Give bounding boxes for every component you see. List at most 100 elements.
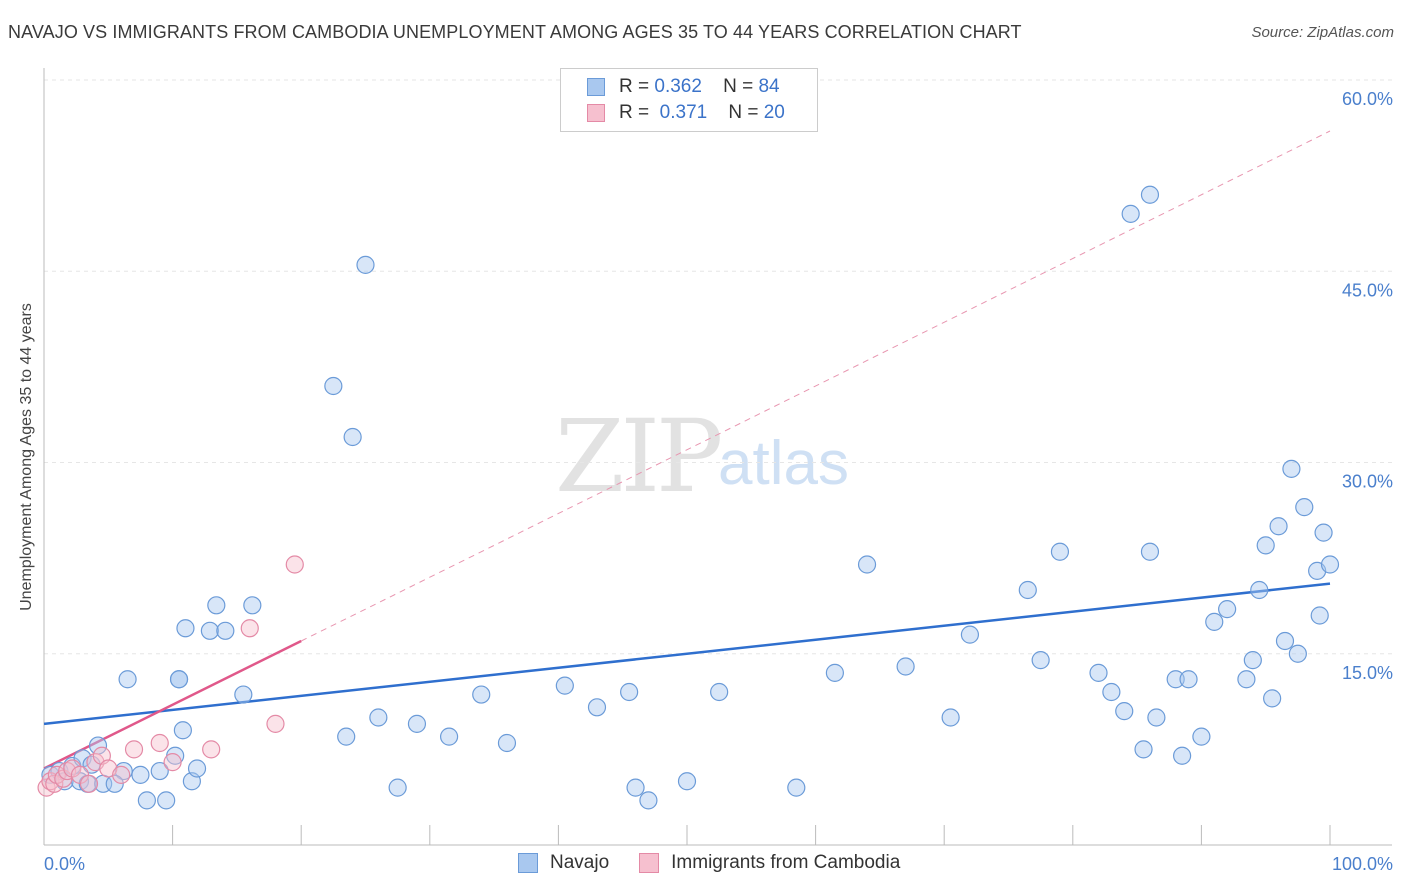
- navajo-legend-swatch: [518, 853, 538, 873]
- navajo-point: [1218, 600, 1237, 619]
- navajo-legend-label: Navajo: [550, 852, 610, 873]
- navajo-point: [439, 727, 459, 746]
- navajo-point: [1050, 542, 1070, 561]
- legend-r-value: 0.362: [654, 76, 702, 97]
- navajo-point: [1089, 663, 1108, 682]
- legend-n-label: N =: [728, 102, 759, 123]
- watermark-atlas: atlas: [718, 429, 849, 498]
- tick-labels: 15.0% 30.0% 45.0% 60.0% 0.0% 100.0%: [44, 89, 1393, 874]
- navajo-point: [1256, 536, 1275, 555]
- navajo-point: [896, 657, 915, 676]
- cambodia-point: [202, 740, 221, 759]
- legend-n-value: 20: [763, 102, 785, 123]
- navajo-point: [1205, 612, 1224, 631]
- cambodia-legend-label: Immigrants from Cambodia: [671, 852, 901, 873]
- navajo-point: [1121, 204, 1140, 223]
- trend-line-extended: [300, 130, 1331, 642]
- navajo-point: [243, 596, 262, 615]
- navajo-point: [200, 621, 219, 640]
- navajo-point: [1147, 708, 1166, 727]
- watermark-zip: ZIP: [555, 398, 723, 515]
- navajo-point: [1282, 459, 1301, 478]
- navajo-swatch: [587, 78, 605, 96]
- series-legend: Navajo Immigrants from Cambodia: [518, 852, 930, 874]
- legend-n-value: 84: [758, 76, 780, 97]
- cambodia-point: [240, 619, 259, 638]
- navajo-point: [587, 698, 607, 717]
- navajo-point: [1243, 651, 1262, 670]
- navajo-point: [787, 778, 806, 797]
- navajo-point: [710, 682, 729, 702]
- navajo-point: [639, 791, 658, 810]
- navajo-point: [105, 774, 124, 793]
- cambodia-legend-swatch: [639, 853, 660, 873]
- navajo-point: [1310, 606, 1329, 625]
- navajo-point: [472, 685, 491, 704]
- navajo-point: [1018, 580, 1037, 600]
- navajo-point: [1102, 682, 1121, 702]
- x-tick-label: 0.0%: [44, 854, 85, 874]
- navajo-point: [1179, 670, 1198, 689]
- navajo-point: [1237, 670, 1256, 689]
- navajo-point: [234, 685, 253, 704]
- cambodia-swatch: [587, 104, 605, 122]
- navajo-point: [173, 721, 192, 740]
- navajo-point: [137, 791, 156, 810]
- navajo-point: [1295, 498, 1314, 517]
- navajo-point: [1134, 740, 1153, 759]
- navajo-point: [1140, 542, 1160, 561]
- navajo-point: [337, 727, 356, 746]
- navajo-point: [369, 708, 388, 727]
- navajo-point: [1115, 702, 1134, 721]
- navajo-point: [207, 596, 226, 615]
- navajo-point: [941, 708, 960, 727]
- y-tick-label: 30.0%: [1342, 472, 1393, 492]
- cambodia-point: [163, 753, 182, 772]
- navajo-point: [555, 676, 574, 695]
- cambodia-point: [285, 555, 304, 574]
- legend-r-value: 0.371: [659, 102, 708, 123]
- gridlines: [44, 79, 1392, 655]
- x-tick-label: 100.0%: [1332, 854, 1393, 874]
- legend-item-navajo[interactable]: Navajo: [518, 852, 609, 874]
- source-credit: Source: ZipAtlas.com: [1251, 24, 1394, 41]
- navajo-point: [1031, 651, 1050, 670]
- cambodia-point: [112, 765, 131, 784]
- navajo-point: [1275, 631, 1295, 651]
- navajo-point: [169, 670, 189, 689]
- navajo-point: [620, 682, 639, 702]
- navajo-point: [176, 619, 195, 638]
- navajo-point: [324, 376, 343, 396]
- data-points: [37, 109, 1340, 810]
- correlation-legend: R = 0.362 N = 84 R = 0.371 N = 20: [560, 68, 818, 132]
- navajo-point: [187, 759, 207, 778]
- navajo-point: [1288, 644, 1307, 663]
- navajo-point: [216, 621, 235, 640]
- legend-r-label: R =: [619, 102, 650, 123]
- y-tick-label: 60.0%: [1342, 89, 1393, 109]
- legend-item-cambodia[interactable]: Immigrants from Cambodia: [639, 852, 900, 874]
- trend-line: [43, 582, 1331, 726]
- y-axis-label: Unemployment Among Ages 35 to 44 years: [18, 303, 35, 611]
- navajo-point: [1250, 580, 1269, 600]
- chart-title: NAVAJO VS IMMIGRANTS FROM CAMBODIA UNEMP…: [8, 22, 1022, 42]
- cambodia-point: [266, 714, 285, 733]
- navajo-point: [1269, 517, 1288, 536]
- cambodia-point: [124, 740, 144, 759]
- legend-n-label: N =: [723, 76, 754, 97]
- trend-lines: [43, 130, 1331, 770]
- navajo-point: [1173, 746, 1192, 765]
- axes: [43, 68, 1392, 846]
- y-tick-label: 45.0%: [1342, 280, 1393, 300]
- navajo-point: [825, 663, 844, 682]
- navajo-point: [1192, 727, 1211, 746]
- cambodia-point: [79, 774, 99, 793]
- legend-row-navajo: R = 0.362 N = 84: [587, 75, 780, 99]
- cambodia-point: [150, 733, 169, 753]
- legend-row-cambodia: R = 0.371 N = 20: [587, 101, 785, 125]
- navajo-point: [157, 791, 176, 810]
- navajo-point: [1263, 689, 1282, 708]
- navajo-point: [407, 714, 427, 733]
- legend-r-label: R =: [619, 76, 650, 97]
- navajo-point: [388, 778, 407, 797]
